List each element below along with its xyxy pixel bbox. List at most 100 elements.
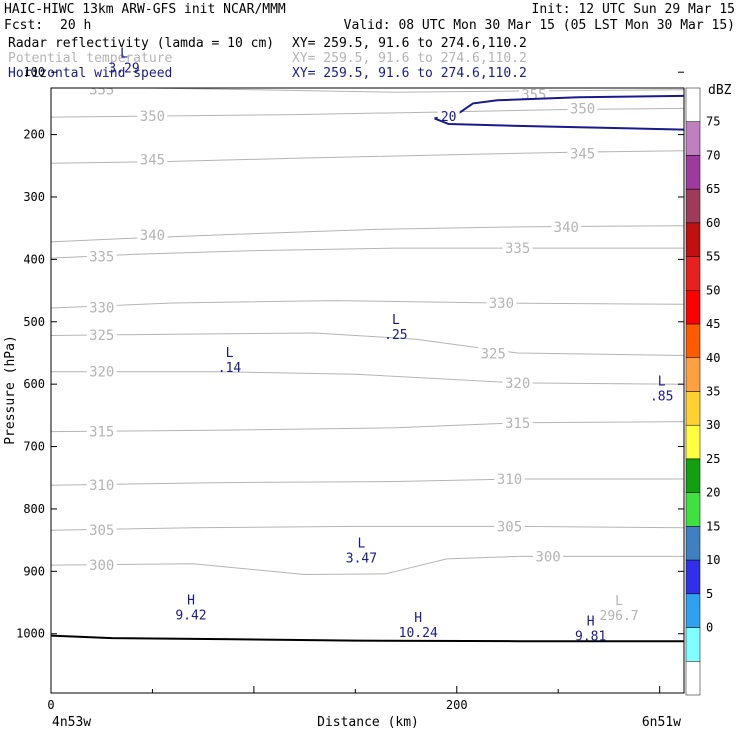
extremum-high: H9.81: [575, 615, 606, 645]
contour-label-backdrop: [494, 469, 525, 486]
header-init-time: Init: 12 UTC Sun 29 Mar 15: [532, 2, 736, 17]
theta-contour-label: 300: [535, 549, 560, 565]
wind-speed-contours: 20: [434, 94, 684, 131]
colorbar-swatch: [685, 458, 701, 493]
extremum-kind: L: [658, 375, 666, 390]
colorbar-swatch: [685, 121, 701, 156]
extremum-value: 10.24: [399, 626, 438, 641]
contour-label-backdrop: [86, 325, 117, 342]
y-tick-label: 300: [23, 190, 45, 204]
colorbar-label: 20: [706, 486, 720, 500]
header-fcst-value: 20 h: [60, 18, 91, 33]
theta-contour-label: 330: [489, 296, 514, 312]
x-tick-label: 0: [47, 698, 54, 712]
colorbar-label: 35: [706, 385, 720, 399]
header-fcst-label: Fcst:: [4, 18, 43, 33]
colorbar-label: 10: [706, 553, 720, 567]
contour-label-backdrop: [567, 99, 598, 116]
extremum-value: .14: [218, 361, 242, 376]
colorbar-swatch: [685, 323, 701, 359]
x-axis-left-endpoint: 4n53w: [52, 715, 91, 730]
extremum-low: L3.47: [346, 537, 377, 567]
contour-label-backdrop: [86, 247, 117, 264]
colorbar-label: 40: [706, 351, 720, 365]
colorbar-label: 70: [706, 148, 720, 162]
contour-label-backdrop: [137, 226, 168, 243]
extremum-low: L.85: [650, 375, 673, 405]
theta-contour-label: 325: [481, 347, 506, 363]
y-tick-label: 500: [23, 315, 45, 329]
extremum-kind: L: [120, 46, 128, 61]
theta-contour-label: 335: [505, 241, 530, 257]
contour-label-backdrop: [86, 362, 117, 379]
theta-contour-label: 315: [89, 425, 114, 441]
contour-label-backdrop: [86, 88, 117, 97]
contour-label-backdrop: [86, 298, 117, 315]
potential-temperature-contours: 360 355 355 350 350 345 345 340 340 335 335 330 330 3…: [51, 83, 684, 576]
x-axis-title: Distance (km): [317, 715, 419, 730]
theta-contour-label: 310: [89, 478, 114, 494]
extremum-kind: L: [226, 346, 234, 361]
contour-label-backdrop: [86, 422, 117, 439]
theta-contour-355: [119, 88, 684, 93]
theta-contour-label: 320: [89, 365, 114, 381]
contour-label-backdrop: [478, 344, 509, 361]
theta-contour-335: [51, 247, 684, 259]
theta-contour-label: 330: [89, 300, 114, 316]
theta-contour-label: 355: [89, 83, 114, 99]
theta-contour-label: 355: [521, 88, 546, 104]
theta-contour-340: [51, 225, 684, 243]
colorbar-swatch: [685, 526, 701, 561]
colorbar-swatch: [685, 256, 701, 291]
colorbar-label: 55: [706, 250, 720, 264]
theta-contour-label: 305: [497, 519, 522, 535]
extremum-value: 296.7: [600, 609, 639, 624]
contour-label-backdrop: [137, 150, 168, 167]
extremum-value: 3.47: [346, 552, 377, 567]
colorbar-label: 30: [706, 418, 720, 432]
theta-contour-label: 310: [497, 472, 522, 488]
extremum-value: .25: [384, 328, 407, 343]
field-legend-xy: XY= 259.5, 91.6 to 274.6,110.2: [292, 66, 527, 81]
colorbar-swatch: [685, 627, 701, 662]
theta-contour-label: 340: [554, 220, 579, 236]
y-tick-label: 600: [23, 377, 45, 391]
theta-contour-label: 350: [570, 101, 595, 117]
extremum-value: 9.81: [575, 630, 606, 645]
theta-contour-label: 335: [89, 249, 114, 265]
plot-area: 360 355 355 350 350 345 345 340 340 335 335 330 330 3…: [3, 46, 685, 730]
theta-contour-label: 305: [89, 523, 114, 539]
extremum-value: .85: [650, 390, 673, 405]
y-tick-label: 800: [23, 502, 45, 516]
extremum-high: H10.24: [399, 611, 438, 641]
ground-line: [51, 634, 684, 643]
extremum-low: L3.29: [108, 46, 139, 76]
contour-label-backdrop: [486, 294, 517, 311]
extremum-kind: H: [587, 615, 595, 630]
header-model-title: HAIC-HIWC 13km ARW-GFS init NCAR/MMM: [4, 2, 286, 17]
wind-contour-label: 20: [441, 110, 457, 125]
theta-contour-315: [51, 421, 684, 433]
colorbar-label: 0: [706, 621, 713, 635]
contour-label-backdrop: [86, 476, 117, 493]
theta-contour-310: [51, 478, 684, 486]
y-tick-label: 900: [23, 564, 45, 578]
field-legend-xy: XY= 259.5, 91.6 to 274.6,110.2: [292, 36, 527, 51]
extremum-kind: H: [414, 611, 422, 626]
extremum-kind: H: [187, 594, 195, 609]
colorbar-swatch: [685, 357, 701, 392]
y-tick-label: 700: [23, 440, 45, 454]
colorbar-swatch: [685, 87, 701, 122]
colorbar-swatch: [685, 661, 701, 696]
extremum-high: H9.42: [175, 594, 206, 624]
colorbar-label: 75: [706, 115, 720, 129]
colorbar-swatch: [685, 593, 701, 628]
field-legend-name: Radar reflectivity (lamda = 10 cm): [8, 36, 274, 51]
contour-label-backdrop: [137, 106, 168, 123]
colorbar-swatch: [685, 188, 701, 224]
header-valid-time: Valid: 08 UTC Mon 30 Mar 15 (05 LST Mon …: [344, 18, 735, 33]
y-axis: 100 200 300 400 500 600 700 800 900 1000: [16, 65, 684, 641]
